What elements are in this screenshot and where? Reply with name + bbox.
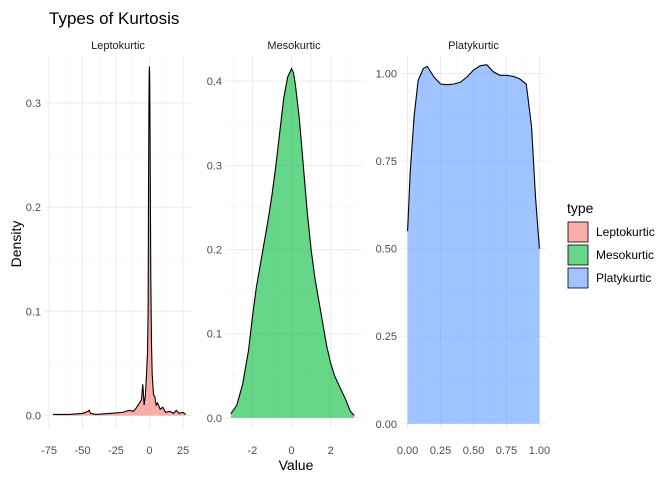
panel-mesokurtic: Mesokurtic 0.0 0.1 0.2 0.3 0.4 -2 0 2: [207, 40, 362, 457]
y-tick-label: 0.4: [207, 76, 222, 88]
legend: type Leptokurtic Mesokurtic Platykurtic: [567, 200, 655, 289]
panel-platykurtic: Platykurtic 0.00 0.25 0.50 0.75 1.00 0.00 0.25 0…: [376, 40, 551, 457]
legend-title: type: [567, 200, 594, 216]
density-area-platykurtic: [407, 64, 540, 424]
legend-key-platykurtic: [567, 267, 589, 289]
y-tick-label: 0.00: [376, 419, 397, 431]
y-tick-label: 0.0: [26, 410, 41, 422]
x-tick-label: 0.75: [496, 445, 517, 457]
legend-label-leptokurtic: Leptokurtic: [596, 225, 655, 239]
x-tick-label: -50: [75, 445, 91, 457]
y-tick-label: 0.2: [207, 245, 222, 257]
legend-key-leptokurtic: [567, 221, 589, 243]
x-tick-label: 25: [177, 445, 189, 457]
x-tick-label: -75: [41, 445, 57, 457]
density-area-mesokurtic: [230, 68, 355, 418]
y-tick-label: 0.0: [207, 413, 222, 425]
y-tick-label: 0.75: [376, 156, 397, 168]
y-tick-label: 0.1: [207, 329, 222, 341]
x-tick-label: 0: [288, 445, 294, 457]
y-axis-title: Density: [8, 221, 24, 268]
strip-label-mesokurtic: Mesokurtic: [267, 40, 321, 52]
facet-panels: Leptokurtic 0.0 0.1 0.2 0.3 -75 -50 -25 0 25 Mesok…: [26, 40, 550, 457]
x-tick-label: -2: [248, 445, 258, 457]
y-tick-label: 0.1: [26, 306, 41, 318]
legend-label-platykurtic: Platykurtic: [596, 271, 651, 285]
density-line-mesokurtic: [230, 67, 355, 416]
y-tick-label: 0.50: [376, 244, 397, 256]
density-line-leptokurtic: [53, 66, 186, 416]
y-tick-label: 0.2: [26, 202, 41, 214]
x-tick-label: 0.25: [430, 445, 451, 457]
strip-label-platykurtic: Platykurtic: [448, 40, 499, 52]
strip-label-leptokurtic: Leptokurtic: [91, 40, 145, 52]
x-axis-title: Value: [279, 457, 314, 473]
panel-leptokurtic: Leptokurtic 0.0 0.1 0.2 0.3 -75 -50 -25 0 25: [26, 40, 191, 457]
x-tick-label: 0: [146, 445, 152, 457]
x-tick-label: 2: [328, 445, 334, 457]
y-tick-label: 0.25: [376, 331, 397, 343]
x-tick-label: 0.00: [397, 445, 418, 457]
x-tick-label: 1.00: [529, 445, 550, 457]
y-tick-label: 0.3: [207, 160, 222, 172]
x-tick-label: 0.50: [463, 445, 484, 457]
x-tick-label: -25: [108, 445, 124, 457]
y-tick-label: 0.3: [26, 98, 41, 110]
legend-key-mesokurtic: [567, 244, 589, 266]
legend-label-mesokurtic: Mesokurtic: [596, 248, 654, 262]
y-tick-label: 1.00: [376, 69, 397, 81]
density-line-platykurtic: [407, 64, 540, 249]
chart-title: Types of Kurtosis: [49, 9, 179, 28]
